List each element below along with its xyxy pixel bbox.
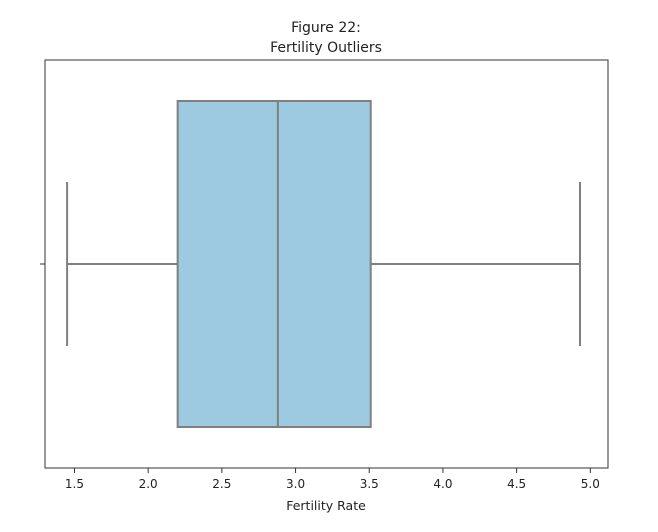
x-tick-label: 2.5 [212,477,231,491]
x-tick-label: 3.5 [360,477,379,491]
x-axis-label: Fertility Rate [286,498,366,513]
x-tick-label: 4.0 [433,477,452,491]
x-tick-label: 1.5 [65,477,84,491]
plot-area [66,100,581,428]
x-tick-label: 4.5 [507,477,526,491]
x-tick-label: 3.0 [286,477,305,491]
x-tick-label: 5.0 [581,477,600,491]
iqr-box [176,100,372,428]
x-axis: 1.5 2.0 2.5 3.0 3.5 4.0 4.5 5.0 [65,468,600,491]
chart-title-line-2: Fertility Outliers [270,40,382,56]
chart-title-line-1: Figure 22: [291,20,361,36]
x-tick-label: 2.0 [139,477,158,491]
